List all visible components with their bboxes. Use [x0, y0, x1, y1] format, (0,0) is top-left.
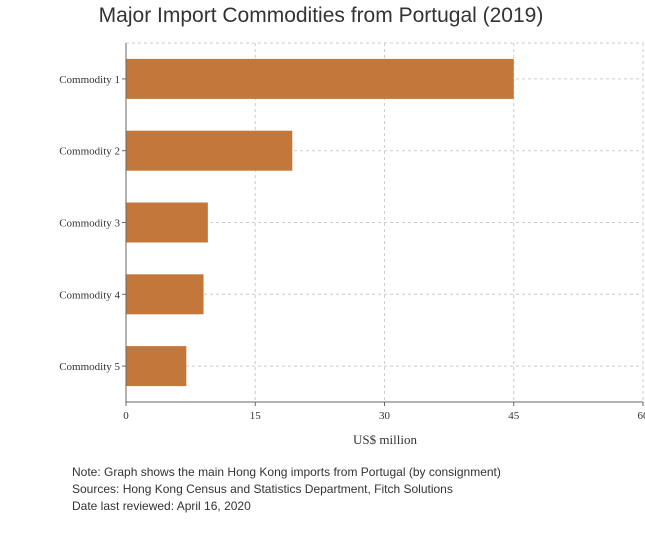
x-tick-label: 0 [123, 410, 129, 422]
category-label: Commodity 2 [59, 146, 120, 158]
bar-3 [126, 202, 208, 243]
category-label: Commodity 3 [59, 218, 120, 230]
axes: 0 15 30 45 60 Commodity 1 Commodity 2 Commodity… [59, 43, 645, 422]
note-text: Note: Graph shows the main Hong Kong imp… [72, 465, 501, 479]
bar-1 [126, 58, 514, 99]
footnotes: Note: Graph shows the main Hong Kong imp… [72, 464, 501, 515]
bars [126, 58, 514, 387]
bar-5 [126, 346, 187, 387]
bar-4 [126, 274, 204, 315]
x-axis-title: US$ million [353, 432, 417, 447]
category-label: Commodity 4 [59, 289, 120, 301]
sources-text: Sources: Hong Kong Census and Statistics… [72, 482, 453, 496]
x-tick-label: 30 [379, 410, 391, 422]
chart: Major Import Commodities from Portugal (… [59, 4, 645, 447]
x-tick-label: 60 [638, 410, 645, 422]
x-tick-label: 15 [250, 410, 262, 422]
category-label: Commodity 1 [59, 74, 120, 86]
x-tick-label: 45 [508, 410, 520, 422]
date-reviewed-text: Date last reviewed: April 16, 2020 [72, 499, 251, 513]
category-label: Commodity 5 [59, 361, 120, 373]
bar-2 [126, 130, 293, 171]
chart-title: Major Import Commodities from Portugal (… [99, 4, 544, 27]
